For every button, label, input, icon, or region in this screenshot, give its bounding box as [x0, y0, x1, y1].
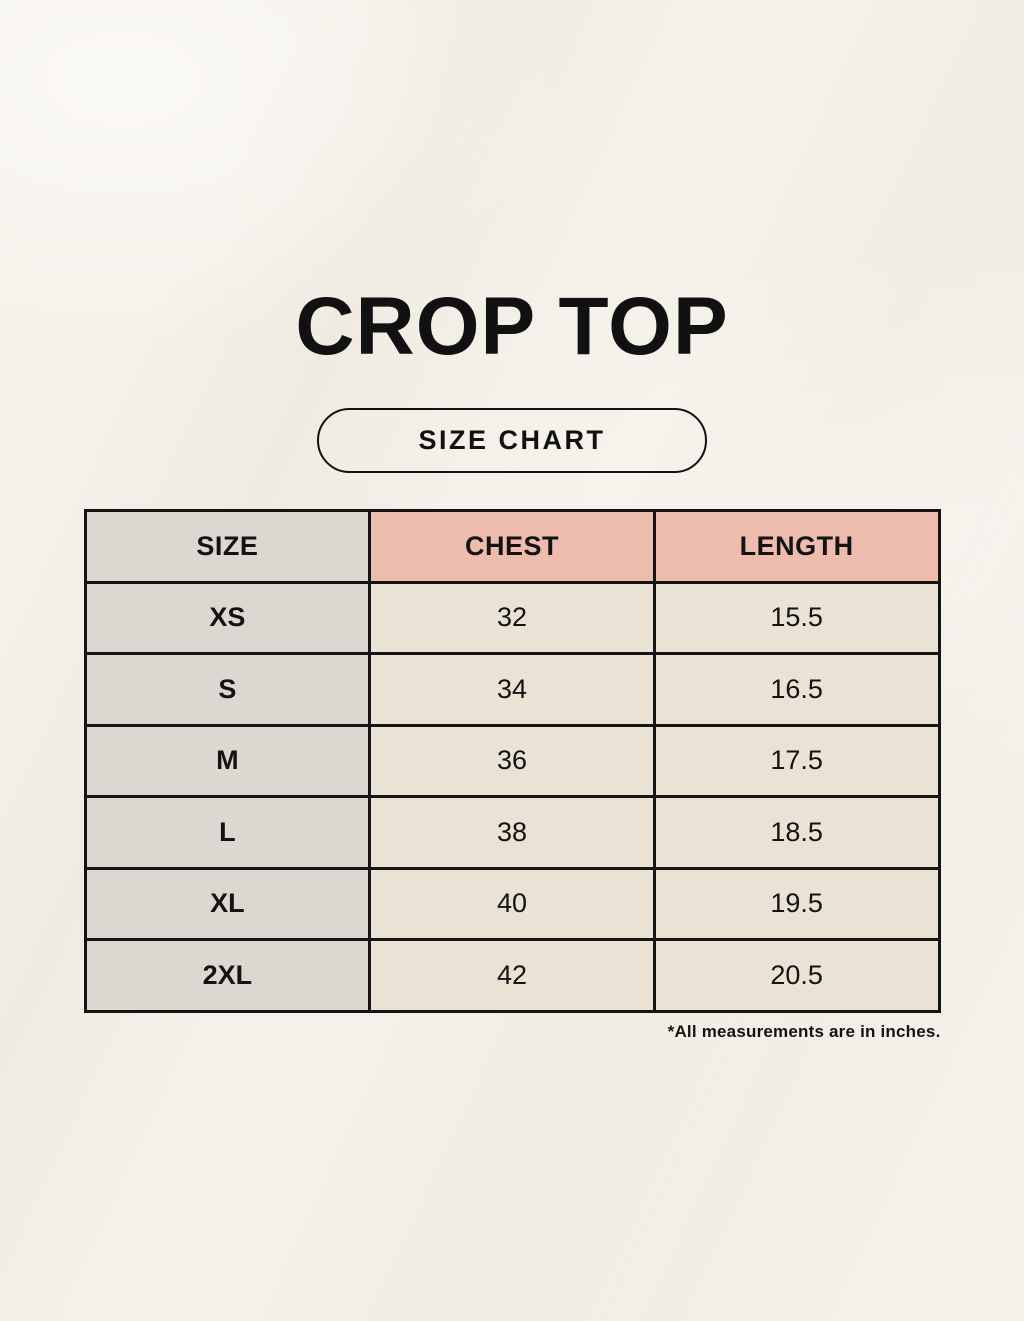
size-cell: L — [83, 795, 372, 870]
size-cell: 2XL — [83, 938, 372, 1013]
length-cell: 15.5 — [652, 580, 941, 655]
size-chart-table: SIZE CHEST LENGTH XS 32 15.5 S 34 16.5 M — [83, 509, 941, 1013]
size-cell: XL — [83, 866, 372, 941]
chest-cell: 40 — [368, 866, 656, 941]
chest-cell: 34 — [368, 652, 656, 727]
size-cell: M — [83, 723, 372, 798]
column-header-size: SIZE — [83, 509, 372, 584]
length-cell: 20.5 — [652, 938, 941, 1013]
chest-cell: 32 — [368, 580, 656, 655]
length-cell: 16.5 — [652, 652, 941, 727]
column-header-chest: CHEST — [368, 509, 656, 584]
table-row-l: L 38 18.5 — [83, 795, 941, 870]
size-cell: S — [83, 652, 372, 727]
chest-cell: 36 — [368, 723, 656, 798]
size-cell: XS — [83, 580, 372, 655]
length-cell: 19.5 — [652, 866, 941, 941]
size-chart-badge-label: SIZE CHART — [418, 425, 606, 455]
table-row-2xl: 2XL 42 20.5 — [83, 938, 941, 1013]
length-cell: 17.5 — [652, 723, 941, 798]
table-header-row: SIZE CHEST LENGTH — [83, 509, 941, 584]
column-header-length: LENGTH — [652, 509, 941, 584]
table-row-m: M 36 17.5 — [83, 723, 941, 798]
measurements-footnote: *All measurements are in inches. — [667, 1021, 941, 1041]
chest-cell: 42 — [368, 938, 656, 1013]
size-chart-badge: SIZE CHART — [317, 408, 707, 473]
length-cell: 18.5 — [652, 795, 941, 870]
table-row-xs: XS 32 15.5 — [83, 580, 941, 655]
table-row-s: S 34 16.5 — [83, 652, 941, 727]
table-row-xl: XL 40 19.5 — [83, 866, 941, 941]
chest-cell: 38 — [368, 795, 656, 870]
page-title: CROP TOP — [295, 281, 729, 372]
